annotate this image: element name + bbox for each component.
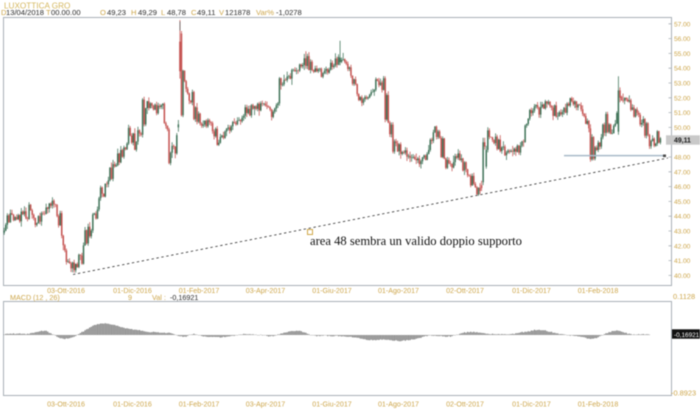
svg-text:01-Dic-2017: 01-Dic-2017 (512, 287, 551, 295)
svg-text:01-Dic-2016: 01-Dic-2016 (113, 287, 152, 295)
svg-text:01-Ago-2017: 01-Ago-2017 (378, 401, 419, 409)
svg-text:43.00: 43.00 (674, 229, 691, 236)
svg-text:48,78: 48,78 (167, 8, 186, 17)
svg-text:56.00: 56.00 (674, 36, 691, 43)
svg-text:-0.8923: -0.8923 (671, 389, 696, 398)
svg-text:01-Feb-2017: 01-Feb-2017 (179, 287, 220, 295)
svg-text:00.00.00: 00.00.00 (51, 8, 81, 17)
svg-text:9: 9 (128, 293, 132, 302)
svg-text:49,23: 49,23 (107, 8, 126, 17)
svg-text:40.00: 40.00 (674, 273, 691, 280)
svg-text:55.00: 55.00 (674, 51, 691, 58)
svg-text:01-Giu-2017: 01-Giu-2017 (312, 401, 351, 409)
svg-text:53.00: 53.00 (674, 81, 691, 88)
svg-text:H: H (131, 8, 136, 17)
svg-text:48.00: 48.00 (674, 155, 691, 162)
svg-text:49,29: 49,29 (138, 8, 157, 17)
svg-text:L: L (161, 8, 165, 17)
svg-text:LUXOTTICA GRO: LUXOTTICA GRO (4, 2, 70, 11)
svg-text:D: D (1, 8, 7, 17)
svg-text:01-Feb-2017: 01-Feb-2017 (179, 401, 220, 409)
svg-text:01-Giu-2017: 01-Giu-2017 (312, 287, 351, 295)
svg-text:02-Ott-2017: 02-Ott-2017 (446, 287, 484, 295)
svg-text:02-Ott-2017: 02-Ott-2017 (446, 401, 484, 409)
svg-text:Var%: Var% (256, 8, 274, 17)
svg-text:(12 , 26): (12 , 26) (33, 293, 60, 302)
svg-text:01-Dic-2016: 01-Dic-2016 (113, 401, 152, 409)
svg-text:V: V (219, 8, 225, 17)
svg-text:50.00: 50.00 (674, 125, 691, 132)
svg-text:49,11: 49,11 (674, 138, 691, 145)
svg-text:41.00: 41.00 (674, 258, 691, 265)
svg-text:T: T (46, 8, 51, 17)
svg-text:01-Feb-2018: 01-Feb-2018 (578, 401, 619, 409)
svg-text:C: C (191, 8, 197, 17)
svg-text:52.00: 52.00 (674, 95, 691, 102)
svg-text:-1,0278: -1,0278 (276, 8, 302, 17)
svg-text:MACD: MACD (10, 293, 31, 302)
svg-text:-0,16921: -0,16921 (674, 332, 700, 339)
svg-text:Val :: Val : (152, 293, 166, 302)
svg-text:03-Ott-2016: 03-Ott-2016 (47, 401, 85, 409)
svg-text:01-Dic-2017: 01-Dic-2017 (512, 401, 551, 409)
svg-text:49,11: 49,11 (197, 8, 215, 17)
svg-text:57.00: 57.00 (674, 21, 691, 28)
svg-text:O: O (100, 8, 106, 17)
svg-text:03-Apr-2017: 03-Apr-2017 (246, 401, 285, 409)
svg-text:44.00: 44.00 (674, 214, 691, 221)
svg-text:03-Apr-2017: 03-Apr-2017 (246, 287, 285, 295)
svg-text:01-Feb-2018: 01-Feb-2018 (578, 287, 619, 295)
svg-text:54.00: 54.00 (674, 66, 691, 73)
svg-text:46.00: 46.00 (674, 184, 691, 191)
svg-text:13/04/2018: 13/04/2018 (6, 8, 44, 17)
svg-text:area 48 sembra un valido doppi: area 48 sembra un valido doppio supporto (310, 234, 522, 248)
svg-text:0.1128: 0.1128 (673, 292, 695, 301)
svg-text:45.00: 45.00 (674, 199, 691, 206)
svg-text:03-Ott-2016: 03-Ott-2016 (47, 287, 85, 295)
svg-text:121878: 121878 (225, 8, 250, 17)
svg-text:-0,16921: -0,16921 (170, 293, 198, 302)
svg-text:51.00: 51.00 (674, 110, 691, 117)
svg-text:01-Ago-2017: 01-Ago-2017 (378, 287, 419, 295)
svg-text:47.00: 47.00 (674, 169, 691, 176)
svg-text:42.00: 42.00 (674, 243, 691, 250)
